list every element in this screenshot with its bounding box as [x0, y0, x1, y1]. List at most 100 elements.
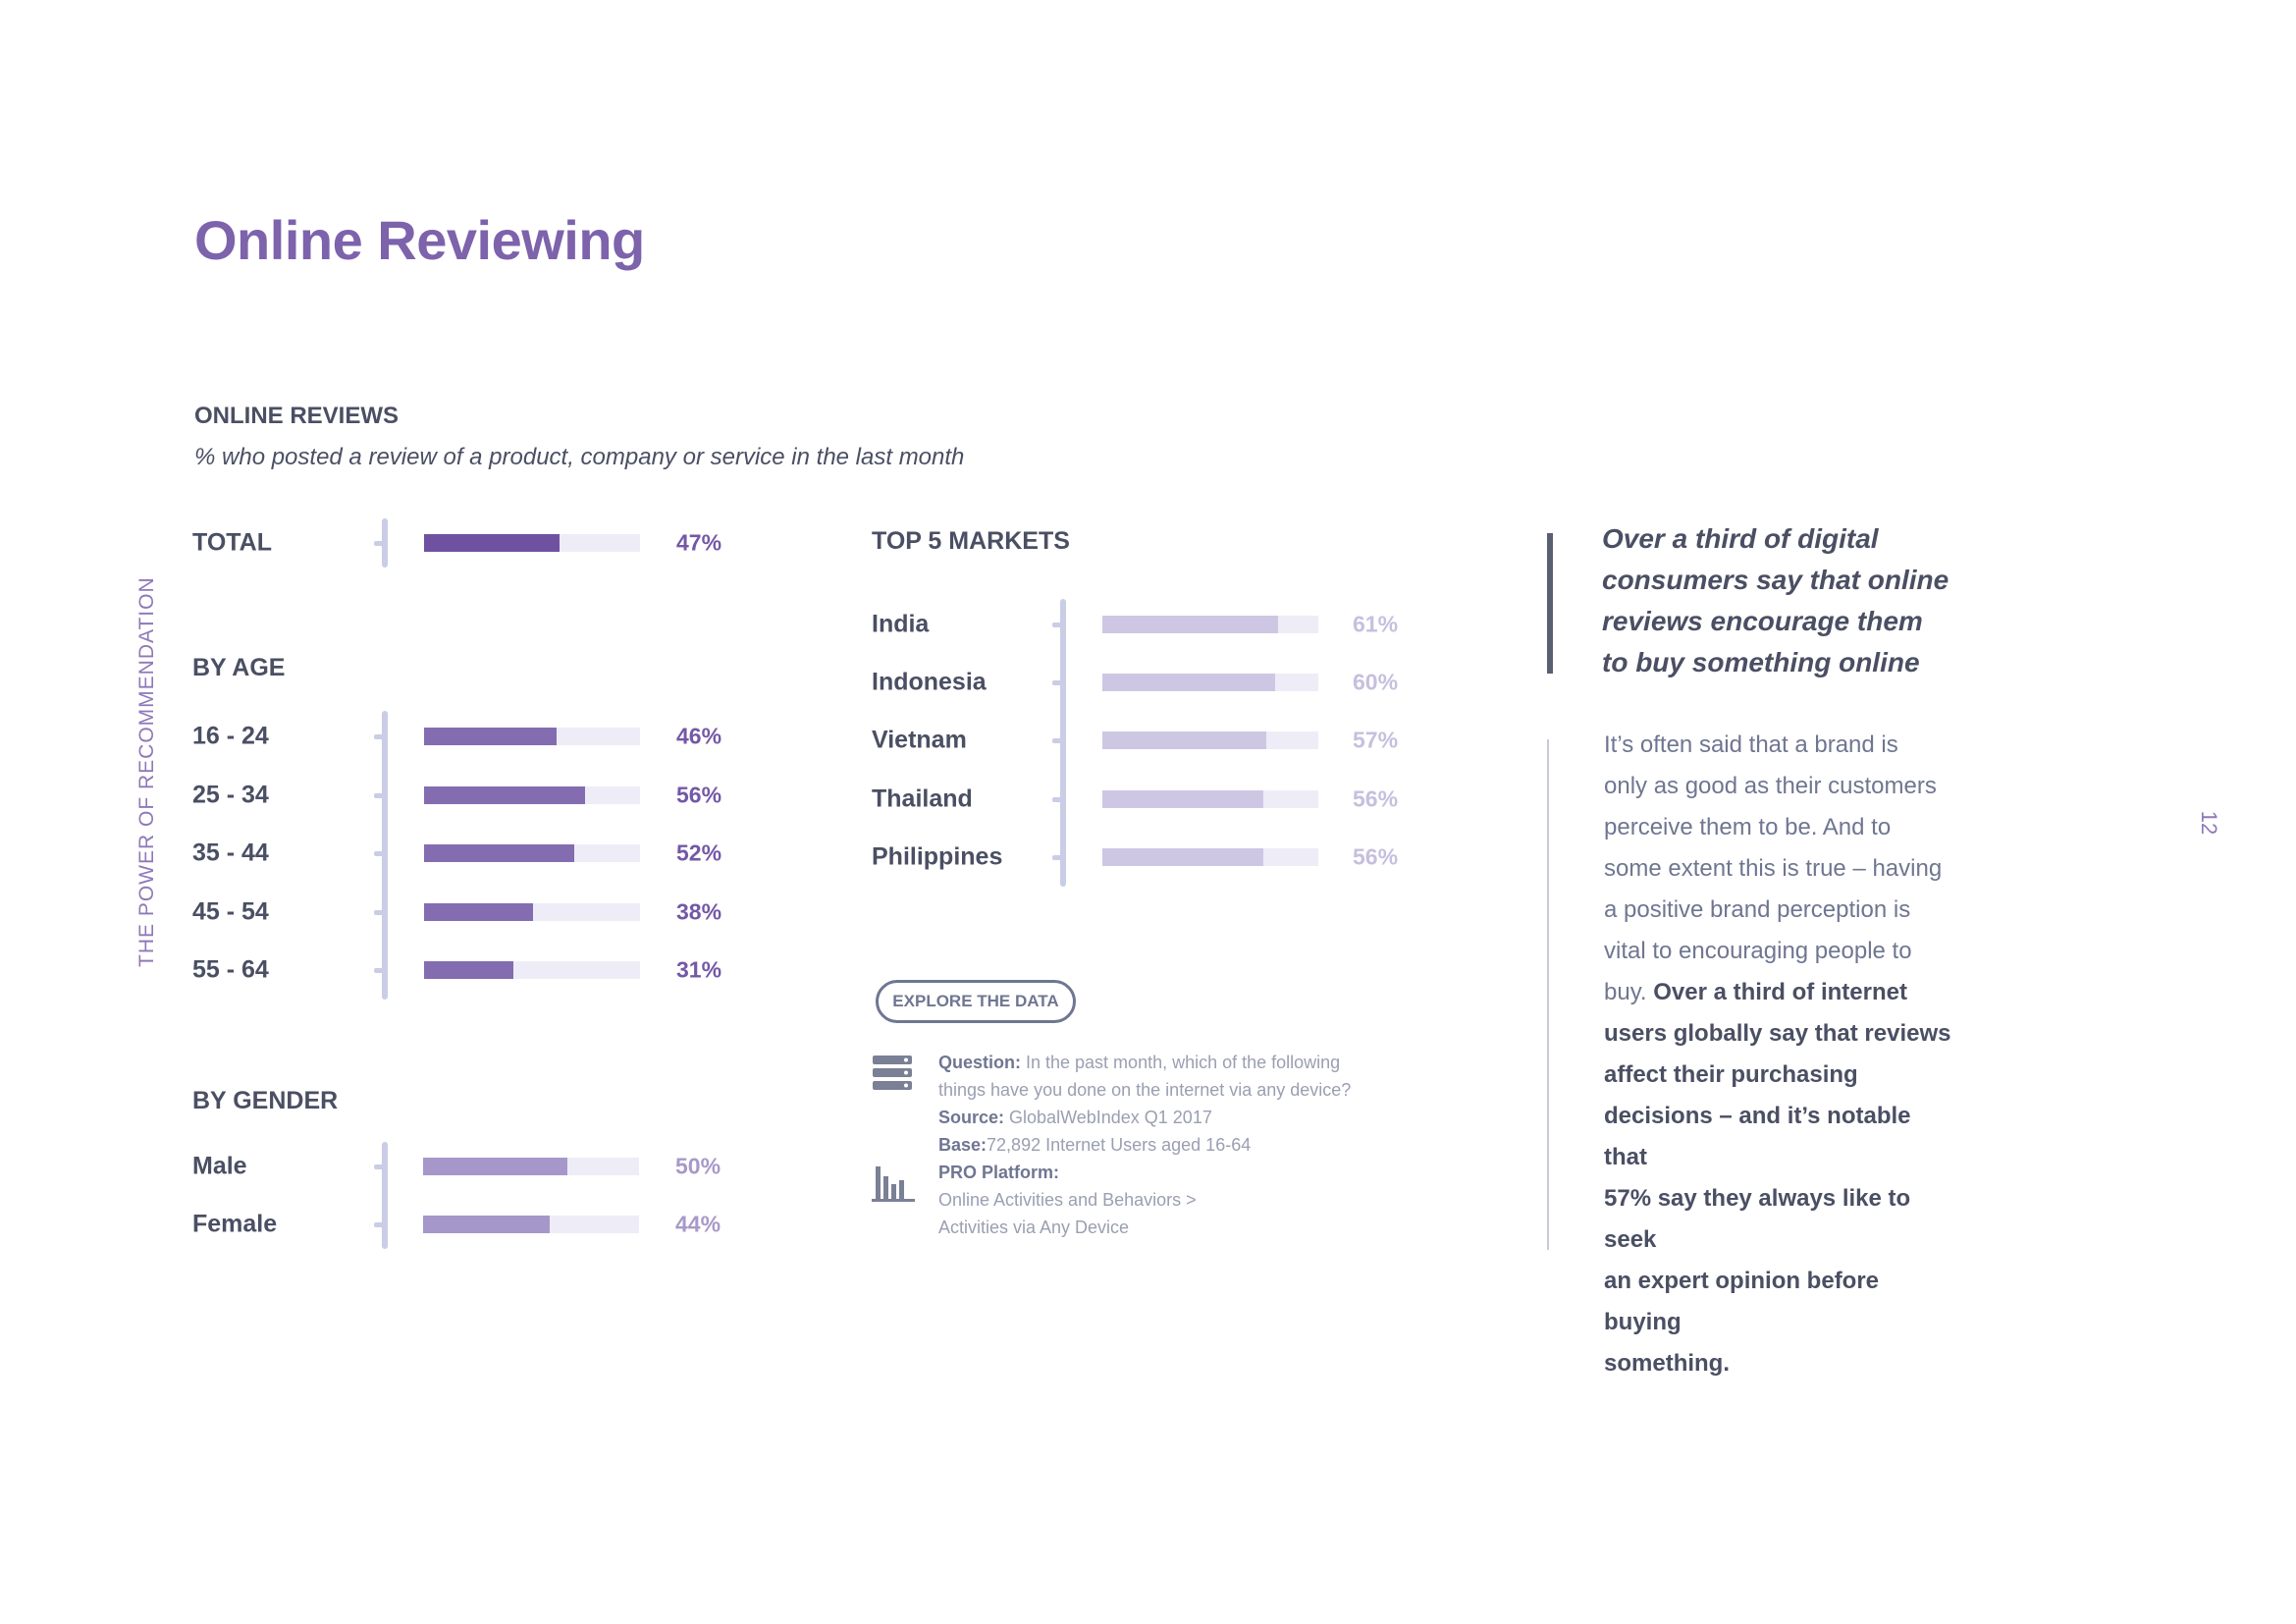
- chart-subtitle: % who posted a review of a product, comp…: [194, 444, 965, 470]
- axis-line-total: [382, 518, 388, 568]
- bar-track-philippines: [1102, 848, 1318, 866]
- bar-value-indonesia: 60%: [1353, 669, 1399, 695]
- bar-label-55-64: 55 - 64: [192, 955, 269, 984]
- bar-label-16-24: 16 - 24: [192, 722, 269, 750]
- bar-value-india: 61%: [1353, 611, 1399, 637]
- body-line-1: It’s often said that a brand is: [1604, 731, 1898, 758]
- bar-track-male: [423, 1158, 639, 1175]
- axis-tick: [374, 541, 384, 546]
- question-line-1: In the past month, which of the followin…: [1021, 1053, 1341, 1072]
- bar-label-male: Male: [192, 1152, 247, 1180]
- bar-track-25-34: [424, 786, 640, 804]
- bar-thailand: [1102, 790, 1264, 808]
- axis-tick: [374, 851, 384, 856]
- bar-label-35-44: 35 - 44: [192, 839, 269, 867]
- bar-label-thailand: Thailand: [872, 785, 973, 813]
- question-note: Question: In the past month, which of th…: [938, 1049, 1351, 1159]
- pro-platform-line-2: Activities via Any Device: [938, 1218, 1130, 1237]
- axis-tick: [374, 734, 384, 739]
- bar-chart-icon: [872, 1166, 915, 1202]
- body-line-7-strong: Over a third of internet: [1653, 979, 1907, 1005]
- bar-value-vietnam: 57%: [1353, 727, 1399, 753]
- axis-tick: [1052, 797, 1062, 802]
- bar-value-philippines: 56%: [1353, 843, 1399, 870]
- body-line-9: affect their purchasing: [1604, 1061, 1858, 1088]
- bar-label-india: India: [872, 610, 930, 638]
- bar-label-25-34: 25 - 34: [192, 781, 269, 809]
- body-divider: [1547, 739, 1549, 1250]
- section-title-top-markets: TOP 5 MARKETS: [872, 527, 1070, 555]
- bar-female: [423, 1216, 551, 1233]
- bar-label-vietnam: Vietnam: [872, 726, 967, 754]
- body-line-10: decisions – and it’s notable that: [1604, 1103, 1911, 1170]
- body-line-11: 57% say they always like to seek: [1604, 1185, 1911, 1253]
- quote-line-4: to buy something online: [1602, 647, 1920, 677]
- bar-track-female: [423, 1216, 639, 1233]
- axis-line-gender: [382, 1142, 388, 1249]
- bar-track-45-54: [424, 903, 640, 921]
- bar-value-55-64: 31%: [676, 956, 722, 983]
- body-paragraph: It’s often said that a brand is only as …: [1604, 725, 1957, 1384]
- bar-male: [423, 1158, 567, 1175]
- bar-value-thailand: 56%: [1353, 785, 1399, 812]
- body-line-12: an expert opinion before buying: [1604, 1268, 1880, 1335]
- axis-tick: [374, 910, 384, 915]
- bar-value-female: 44%: [675, 1211, 721, 1237]
- page-number: 12: [2197, 810, 2221, 836]
- bar-label-female: Female: [192, 1210, 278, 1238]
- bar-track-india: [1102, 616, 1318, 633]
- quote-accent-bar: [1547, 533, 1553, 674]
- axis-tick: [374, 1222, 384, 1227]
- axis-tick: [374, 968, 384, 973]
- axis-tick: [374, 793, 384, 798]
- question-line-2: things have you done on the internet via…: [938, 1080, 1352, 1100]
- bar-track-16-24: [424, 728, 640, 745]
- bar-55-64: [424, 961, 513, 979]
- bar-35-44: [424, 844, 574, 862]
- pro-platform-line-1: Online Activities and Behaviors >: [938, 1190, 1197, 1210]
- section-title-by-gender: BY GENDER: [192, 1087, 339, 1114]
- page-title: Online Reviewing: [194, 209, 645, 271]
- question-label: Question:: [938, 1053, 1021, 1072]
- bar-india: [1102, 616, 1278, 633]
- bar-philippines: [1102, 848, 1264, 866]
- section-title-by-age: BY AGE: [192, 654, 286, 681]
- body-line-13: something.: [1604, 1350, 1731, 1377]
- axis-tick: [1052, 855, 1062, 860]
- bar-16-24: [424, 728, 557, 745]
- axis-line-markets: [1060, 599, 1066, 887]
- bar-label-indonesia: Indonesia: [872, 668, 987, 696]
- bar-track-35-44: [424, 844, 640, 862]
- bar-track-total: [424, 534, 640, 552]
- bar-value-45-54: 38%: [676, 898, 722, 925]
- axis-tick: [1052, 680, 1062, 685]
- body-line-4: some extent this is true – having: [1604, 855, 1943, 882]
- axis-line-age: [382, 711, 388, 1000]
- pull-quote: Over a third of digital consumers say th…: [1602, 518, 1955, 683]
- bar-45-54: [424, 903, 534, 921]
- source-label: Source:: [938, 1108, 1005, 1127]
- bar-label-philippines: Philippines: [872, 842, 1003, 871]
- bar-label-total: TOTAL: [192, 528, 273, 557]
- body-line-8: users globally say that reviews: [1604, 1020, 1951, 1047]
- bar-vietnam: [1102, 731, 1267, 749]
- bar-value-16-24: 46%: [676, 723, 722, 749]
- quote-line-1: Over a third of digital: [1602, 523, 1879, 554]
- base-text: 72,892 Internet Users aged 16-64: [987, 1135, 1252, 1155]
- source-text: GlobalWebIndex Q1 2017: [1004, 1108, 1212, 1127]
- bar-indonesia: [1102, 674, 1275, 691]
- axis-tick: [374, 1164, 384, 1169]
- pro-platform-label: PRO Platform:: [938, 1163, 1060, 1182]
- quote-line-2: consumers say that online: [1602, 565, 1949, 595]
- side-label: THE POWER OF RECOMMENDATION: [135, 576, 158, 967]
- pro-platform-note: PRO Platform: Online Activities and Beha…: [938, 1159, 1197, 1241]
- bar-value-total: 47%: [676, 529, 722, 556]
- explore-the-data-button[interactable]: EXPLORE THE DATA: [876, 980, 1076, 1023]
- bar-track-55-64: [424, 961, 640, 979]
- bar-track-thailand: [1102, 790, 1318, 808]
- bar-label-45-54: 45 - 54: [192, 897, 269, 926]
- bar-track-vietnam: [1102, 731, 1318, 749]
- body-line-2: only as good as their customers: [1604, 773, 1937, 799]
- axis-tick: [1052, 738, 1062, 743]
- base-label: Base:: [938, 1135, 988, 1155]
